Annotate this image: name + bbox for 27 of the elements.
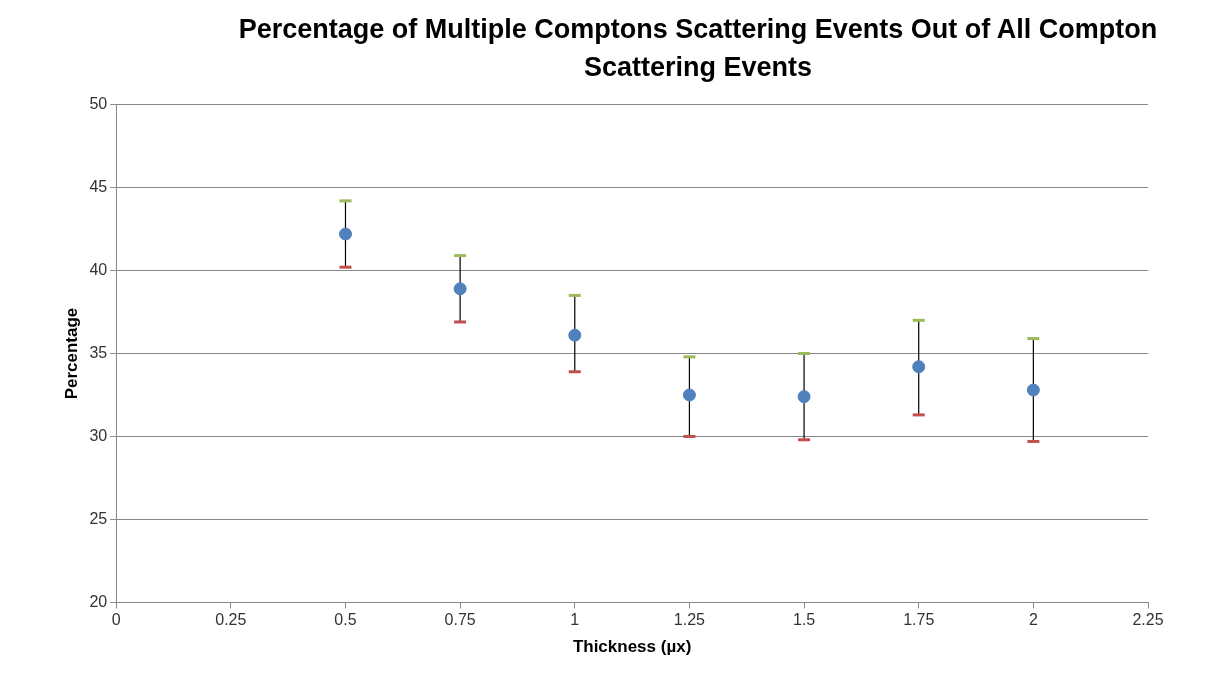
point bbox=[453, 282, 467, 296]
x-tick-label: 0 bbox=[111, 611, 121, 629]
y-tick-label: 40 bbox=[89, 260, 108, 278]
point bbox=[797, 390, 811, 404]
x-tick-label: 2 bbox=[1028, 611, 1038, 629]
point bbox=[1026, 383, 1040, 397]
x-tick-label: 0.5 bbox=[334, 611, 357, 629]
x-tick-label: 0.75 bbox=[444, 611, 476, 629]
chart-title: Percentage of Multiple Comptons Scattering Events Out of All Compton Scattering Events bbox=[237, 13, 1159, 84]
point bbox=[912, 360, 926, 374]
y-tick-label: 45 bbox=[89, 177, 108, 195]
y-tick-label: 35 bbox=[89, 343, 108, 361]
x-tick-label: 1.25 bbox=[673, 611, 706, 629]
y-tick-label: 25 bbox=[89, 509, 108, 527]
y-tick-label: 20 bbox=[89, 592, 108, 610]
y-tick-label: 50 bbox=[89, 95, 108, 113]
point bbox=[338, 227, 352, 241]
x-tick-label: 1.5 bbox=[792, 611, 816, 629]
point bbox=[682, 388, 696, 402]
x-tick-label: 2.25 bbox=[1132, 611, 1164, 629]
x-tick-label: 1 bbox=[570, 611, 580, 629]
x-axis-title: Thickness (µx) bbox=[572, 637, 692, 657]
point bbox=[568, 328, 582, 342]
y-tick-label: 30 bbox=[89, 426, 108, 444]
x-tick-label: 1.75 bbox=[903, 611, 935, 629]
y-axis-title: Percentage bbox=[61, 307, 81, 400]
x-tick-label: 0.25 bbox=[215, 611, 247, 629]
